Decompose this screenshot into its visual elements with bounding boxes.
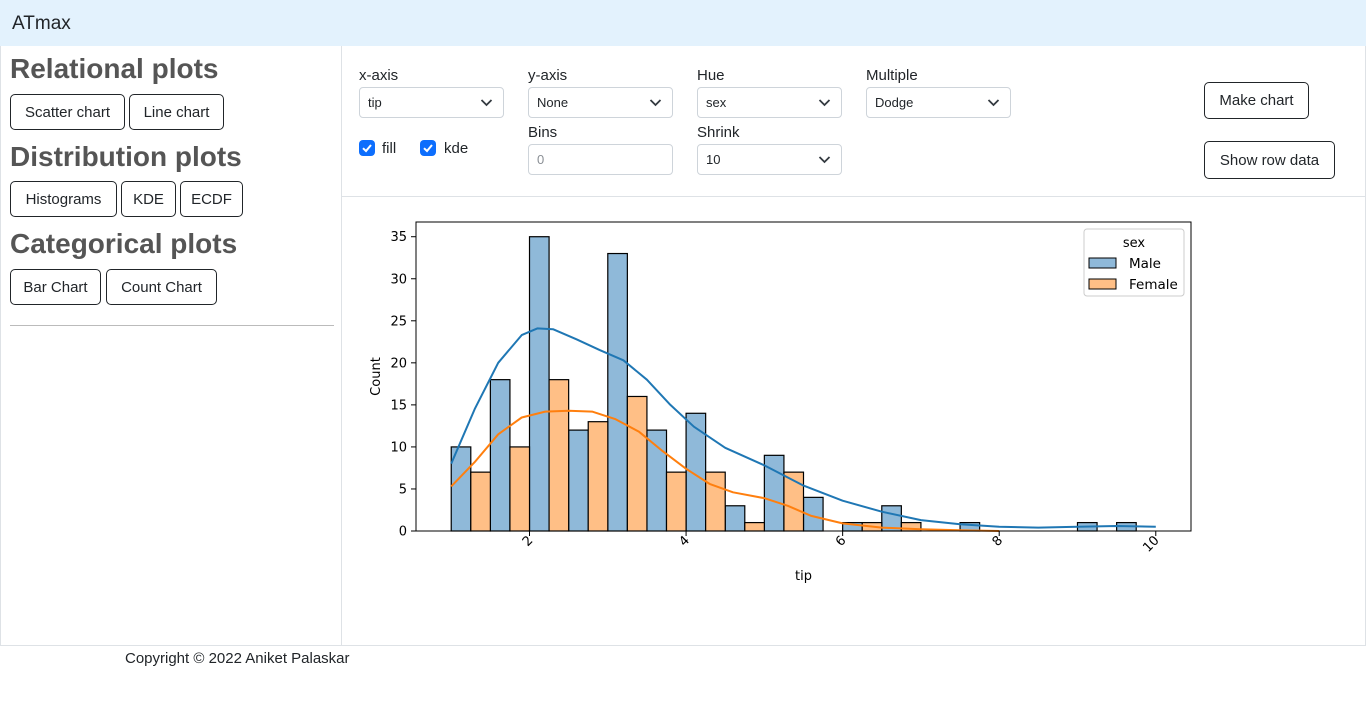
yaxis-value: None <box>537 95 569 110</box>
histogram-bar-male <box>568 429 589 532</box>
line-chart-button[interactable]: Line chart <box>129 94 224 130</box>
histogram-bar-female <box>665 471 687 532</box>
chevron-down-icon <box>818 99 831 107</box>
x-tick-label: 2 <box>520 533 536 549</box>
main-panel: x-axis tip y-axis None Hue sex Multiple … <box>342 46 1366 646</box>
shrink-label: Shrink <box>697 124 740 141</box>
x-tick-label: 4 <box>676 533 692 549</box>
hue-label: Hue <box>697 67 725 84</box>
chevron-down-icon <box>818 156 831 164</box>
navbar: ATmax <box>0 0 1366 46</box>
histogram-bar-female <box>744 521 765 532</box>
histogram-bar-female <box>626 395 648 532</box>
histogram-bar-female <box>470 471 491 532</box>
sidebar-divider <box>10 325 334 326</box>
histogram-bar-male <box>685 412 707 532</box>
legend-label-female: Female <box>1129 277 1178 293</box>
legend-swatch-female <box>1088 278 1117 290</box>
histogram-bar-female <box>705 471 726 532</box>
x-axis-label: tip <box>795 569 812 584</box>
y-tick-label: 0 <box>399 525 407 540</box>
multiple-label: Multiple <box>866 67 918 84</box>
chart-controls: x-axis tip y-axis None Hue sex Multiple … <box>342 46 1365 197</box>
footer-copyright: Copyright © 2022 Aniket Palaskar <box>125 650 350 667</box>
histogram-bar-female <box>509 446 531 532</box>
histogram-bar-male <box>528 236 550 532</box>
yaxis-select[interactable]: None <box>528 87 673 118</box>
x-tick-label: 8 <box>990 533 1006 549</box>
histogram-bar-female <box>548 379 570 532</box>
kde-line-female <box>450 409 1000 532</box>
bar-chart-button[interactable]: Bar Chart <box>10 269 101 305</box>
legend-swatch-male <box>1088 257 1117 269</box>
y-tick-label: 10 <box>390 440 407 455</box>
count-chart-button[interactable]: Count Chart <box>106 269 217 305</box>
y-tick-label: 20 <box>390 356 407 371</box>
xaxis-select[interactable]: tip <box>359 87 504 118</box>
histograms-button[interactable]: Histograms <box>10 181 117 217</box>
fill-label: fill <box>382 140 397 157</box>
legend-title: sex <box>1123 236 1146 251</box>
plot-frame <box>415 221 1192 532</box>
histogram-bar-male <box>607 252 628 532</box>
fill-checkbox[interactable] <box>359 140 375 156</box>
histogram-bar-male <box>450 446 472 532</box>
distribution-plots-heading: Distribution plots <box>10 141 242 172</box>
bins-label: Bins <box>528 124 558 141</box>
kde-button[interactable]: KDE <box>121 181 176 217</box>
y-tick-label: 35 <box>390 230 407 245</box>
scatter-chart-button[interactable]: Scatter chart <box>10 94 125 130</box>
checkmark-icon <box>362 144 372 153</box>
legend-label-male: Male <box>1129 256 1161 272</box>
checkmark-icon <box>423 144 433 153</box>
y-tick-label: 30 <box>390 272 407 287</box>
show-row-data-button[interactable]: Show row data <box>1204 141 1335 179</box>
kde-line-male <box>450 327 1156 529</box>
chevron-down-icon <box>480 99 493 107</box>
xaxis-value: tip <box>368 95 382 110</box>
y-tick-label: 5 <box>399 482 407 497</box>
relational-plots-heading: Relational plots <box>10 53 219 84</box>
chevron-down-icon <box>987 99 1000 107</box>
y-tick-label: 25 <box>390 314 407 329</box>
ecdf-button[interactable]: ECDF <box>180 181 243 217</box>
x-tick-label: 6 <box>833 533 849 549</box>
chart-area: 0 5 10 15 20 25 30 35 2 4 6 8 10 tip Count sex Male Femal… <box>342 197 1365 645</box>
multiple-select[interactable]: Dodge <box>866 87 1011 118</box>
multiple-value: Dodge <box>875 95 914 110</box>
brand-link[interactable]: ATmax <box>12 13 71 34</box>
categorical-plots-heading: Categorical plots <box>10 228 238 259</box>
shrink-select[interactable]: 10 <box>697 144 842 175</box>
histogram-bar-male <box>489 379 511 532</box>
sidebar: Relational plots Scatter chart Line char… <box>0 46 342 646</box>
histogram-bar-male <box>724 505 746 532</box>
histogram-bar-female <box>587 421 609 532</box>
kde-checkbox[interactable] <box>420 140 436 156</box>
kde-label: kde <box>444 140 469 157</box>
make-chart-button[interactable]: Make chart <box>1204 82 1309 119</box>
y-tick-label: 15 <box>390 398 407 413</box>
y-axis-label: Count <box>369 357 384 396</box>
yaxis-label: y-axis <box>528 67 568 84</box>
hue-select[interactable]: sex <box>697 87 842 118</box>
xaxis-label: x-axis <box>359 67 399 84</box>
histogram-chart: 0 5 10 15 20 25 30 35 2 4 6 8 10 tip Count sex Male Femal… <box>369 221 1192 584</box>
chevron-down-icon <box>649 99 662 107</box>
bins-input[interactable] <box>528 144 673 175</box>
hue-value: sex <box>706 95 727 110</box>
x-tick-label: 10 <box>1140 533 1162 555</box>
shrink-value: 10 <box>706 152 721 167</box>
